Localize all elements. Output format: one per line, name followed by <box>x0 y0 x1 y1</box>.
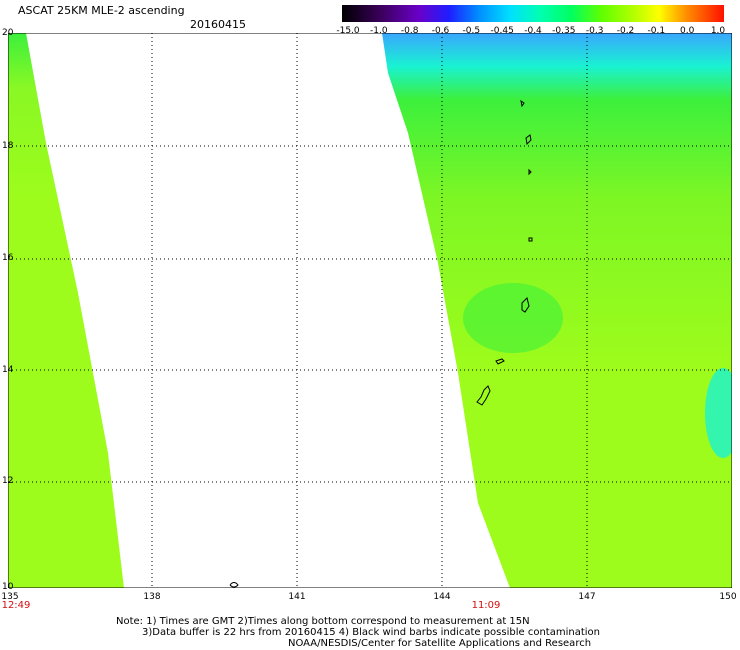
lon-label: 147 <box>578 592 596 602</box>
colorbar <box>342 5 724 22</box>
lon-label: 138 <box>143 592 161 602</box>
left-swath <box>8 33 124 588</box>
lat-label: 20 <box>2 28 14 38</box>
colorbar-tick-label: -0.2 <box>616 26 635 36</box>
colorbar-tick-label: -1.0 <box>370 26 388 36</box>
note-line-3: NOAA/NESDIS/Center for Satellite Applica… <box>288 638 592 649</box>
wind-map <box>8 33 732 588</box>
colorbar-tick-label: -0.8 <box>400 26 419 36</box>
colorbar-tick-label: -0.4 <box>524 26 542 36</box>
colorbar-tick-label: -0.5 <box>462 26 481 36</box>
colorbar-tick-label: -0.35 <box>552 26 576 36</box>
lat-label: 10 <box>2 582 14 592</box>
island-outlines <box>229 99 533 588</box>
date-label: 20160415 <box>190 18 246 31</box>
colorbar-tick-label: -0.3 <box>585 26 604 36</box>
lat-label: 14 <box>2 365 14 375</box>
time-left: 12:49 <box>1 600 31 611</box>
time-right: 11:09 <box>471 600 501 611</box>
lat-label: 16 <box>2 253 14 263</box>
lon-label: 135 <box>1 592 19 602</box>
lat-label: 12 <box>2 476 14 486</box>
graticule <box>8 33 732 588</box>
lat-label: 18 <box>2 141 14 151</box>
colorbar-tick-label: -0.45 <box>490 26 514 36</box>
colorbar-tick-label: -0.1 <box>647 26 666 36</box>
lon-label: 141 <box>288 592 306 602</box>
lon-label: 150 <box>719 592 737 602</box>
note-line-1: Note: 1) Times are GMT 2)Times along bot… <box>116 616 530 627</box>
title: ASCAT 25KM MLE-2 ascending <box>18 4 185 17</box>
lon-label: 144 <box>433 592 451 602</box>
colorbar-tick-label: -0.6 <box>431 26 450 36</box>
colorbar-tick-label: 0.0 <box>679 26 695 36</box>
cyan-patch <box>705 368 732 458</box>
note-line-2: 3)Data buffer is 22 hrs from 20160415 4)… <box>142 627 600 638</box>
dark-patch <box>463 283 563 353</box>
colorbar-tick-label: 1.0 <box>710 26 726 36</box>
colorbar-tick-label: -15.0 <box>336 26 360 36</box>
